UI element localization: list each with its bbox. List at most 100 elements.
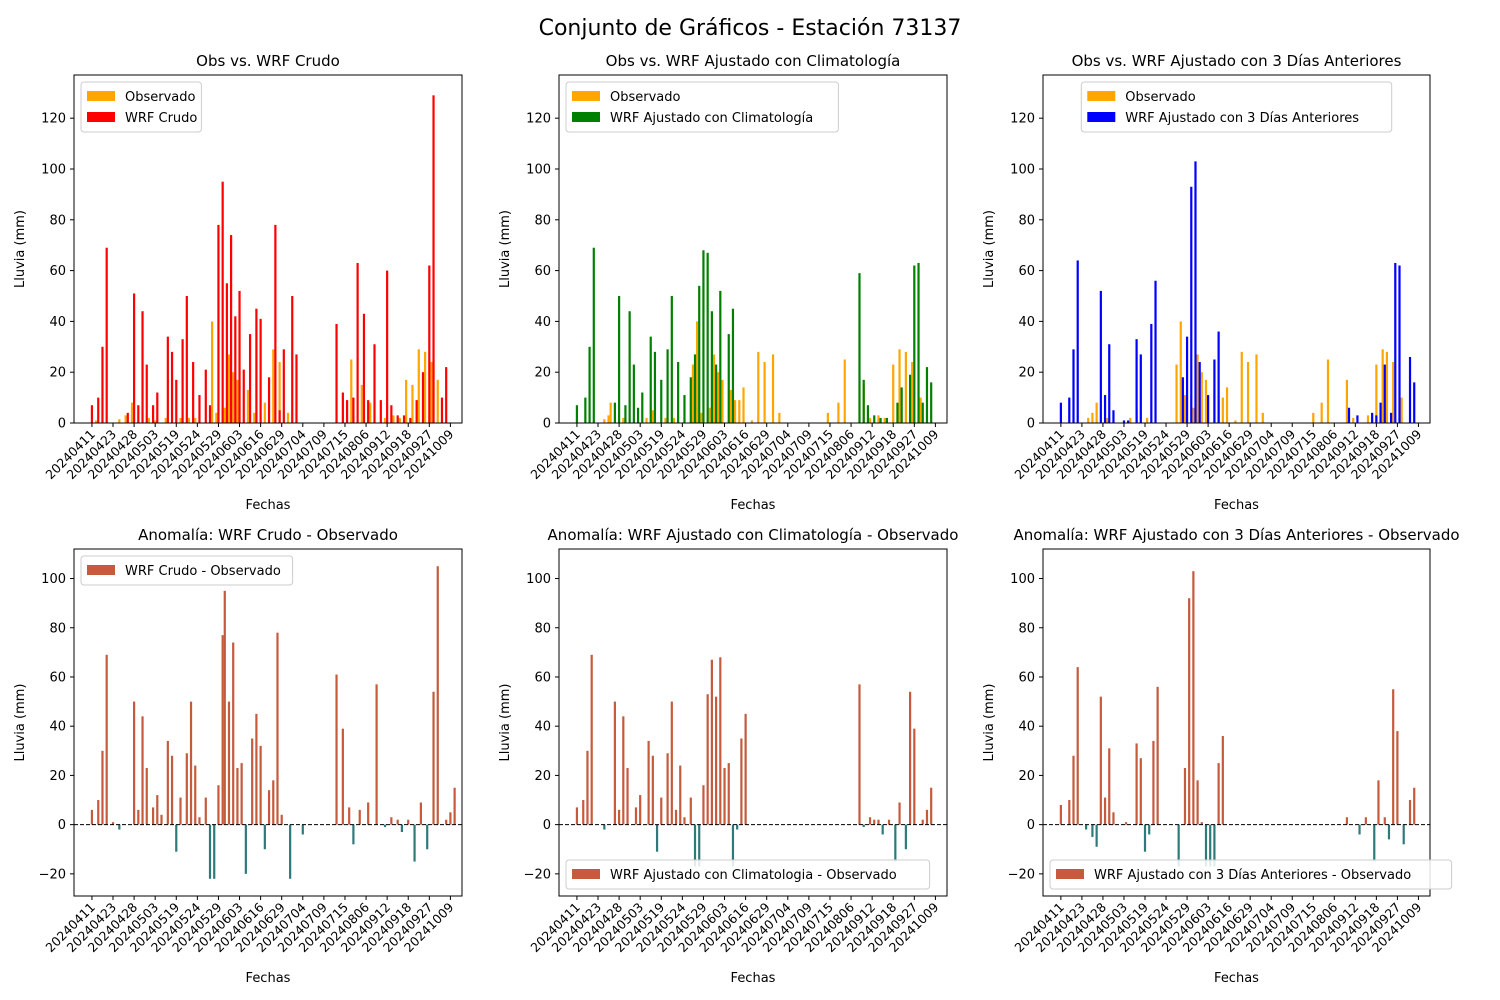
- bar: [575, 405, 579, 423]
- legend-swatch: [1056, 869, 1084, 879]
- bar: [930, 382, 933, 423]
- bar: [1139, 758, 1142, 825]
- y-tick-label: 80: [1018, 213, 1035, 228]
- bar: [921, 402, 924, 423]
- plot-frame: [558, 548, 948, 897]
- bar: [609, 402, 612, 423]
- bar: [432, 691, 435, 825]
- bar: [240, 763, 243, 825]
- legend-swatch: [1087, 91, 1116, 101]
- bar: [1198, 362, 1201, 423]
- legend-box: [1049, 859, 1453, 890]
- x-axis-label: Fechas: [246, 971, 291, 986]
- bar: [132, 293, 136, 423]
- legend-box: [565, 81, 839, 133]
- bar: [1200, 372, 1203, 423]
- y-tick-label: 0: [1027, 818, 1035, 833]
- bar: [151, 405, 155, 423]
- bar: [639, 795, 642, 825]
- bar: [778, 412, 781, 423]
- bar: [1108, 748, 1111, 825]
- legend-label: Observado: [610, 90, 681, 105]
- bar: [702, 785, 705, 825]
- bar: [272, 349, 275, 423]
- chart-panel-0: Obs vs. WRF Crudo02040608010012020240411…: [13, 52, 463, 513]
- bar: [402, 415, 406, 423]
- bar: [379, 400, 382, 423]
- bar: [698, 285, 701, 423]
- bar: [1087, 417, 1090, 423]
- bar: [409, 417, 412, 423]
- plot-frame: [73, 74, 463, 424]
- bar: [1139, 354, 1142, 423]
- bar: [259, 745, 262, 825]
- bar: [341, 392, 344, 423]
- bar: [913, 728, 916, 825]
- bar: [613, 402, 616, 423]
- y-tick-label: 20: [1018, 769, 1035, 784]
- bar: [1209, 824, 1212, 867]
- bar: [1196, 780, 1199, 825]
- bar: [164, 417, 167, 423]
- bar: [1181, 377, 1184, 423]
- bar: [181, 339, 184, 423]
- y-tick-label: 60: [1018, 264, 1035, 279]
- y-tick-label: 100: [526, 162, 551, 177]
- bar: [1207, 395, 1210, 423]
- bar: [246, 389, 250, 423]
- bar: [286, 412, 290, 423]
- bar: [350, 359, 353, 423]
- bar: [837, 402, 840, 423]
- y-tick-label: 0: [58, 417, 66, 432]
- bar: [204, 369, 207, 423]
- y-axis-label: Lluvia (mm): [982, 684, 997, 762]
- legend-label: Observado: [1125, 90, 1196, 105]
- bar: [702, 250, 705, 423]
- bar: [655, 824, 659, 852]
- bar: [873, 415, 876, 423]
- bar: [1356, 415, 1359, 423]
- bar: [156, 392, 159, 423]
- bar: [101, 750, 104, 825]
- bar: [1246, 362, 1250, 423]
- bar: [386, 270, 389, 423]
- bar: [736, 824, 739, 830]
- bar: [1185, 336, 1189, 423]
- bar: [398, 417, 401, 423]
- bar: [607, 415, 610, 423]
- bar: [877, 415, 880, 423]
- bar: [445, 819, 448, 825]
- bar: [1217, 331, 1220, 423]
- y-tick-label: 100: [41, 572, 66, 587]
- bar: [175, 824, 178, 852]
- bar: [873, 819, 876, 825]
- bar: [1177, 824, 1180, 867]
- y-axis-label: Lluvia (mm): [498, 210, 513, 288]
- bar: [858, 684, 861, 825]
- bar: [653, 351, 657, 423]
- bar: [1358, 824, 1361, 835]
- bar: [660, 797, 663, 825]
- bar: [885, 417, 889, 423]
- bar: [723, 768, 726, 825]
- legend: WRF Ajustado con 3 Días Anteriores - Obs…: [1049, 859, 1453, 890]
- bar: [689, 797, 692, 825]
- bar: [166, 740, 169, 825]
- bar: [881, 824, 884, 835]
- bar: [1103, 395, 1107, 423]
- bar: [908, 374, 912, 423]
- bar: [1400, 397, 1403, 423]
- y-tick-label: 0: [543, 417, 551, 432]
- bar: [185, 295, 188, 423]
- bar: [651, 755, 654, 825]
- legend-swatch: [572, 91, 600, 101]
- chart-title: Obs vs. WRF Ajustado con Climatología: [606, 52, 901, 70]
- bar: [291, 295, 294, 423]
- bar: [396, 415, 399, 423]
- bar: [251, 738, 254, 825]
- x-axis-label: Fechas: [1214, 498, 1259, 513]
- bar: [727, 334, 730, 423]
- bar: [405, 379, 408, 423]
- chart-title: Anomalía: WRF Ajustado con Climatología …: [548, 526, 959, 544]
- bar: [118, 419, 121, 423]
